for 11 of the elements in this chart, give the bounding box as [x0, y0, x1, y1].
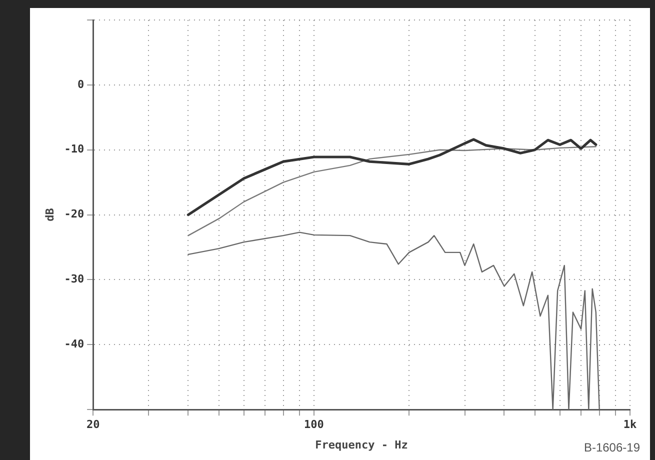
- x-tick-label: 20: [86, 418, 100, 432]
- y-axis-title: dB: [43, 208, 56, 222]
- y-tick-label: 0: [77, 78, 84, 91]
- y-tick-label: -20: [64, 208, 84, 221]
- x-tick-label: 1k: [623, 418, 637, 432]
- y-tick-label: -40: [64, 338, 84, 351]
- y-tick-label: -10: [64, 142, 84, 156]
- x-axis-title: Frequency - Hz: [315, 438, 408, 452]
- x-tick-label: 100: [304, 418, 324, 432]
- y-tick-label: -30: [64, 272, 84, 286]
- text: B-1606-19: [584, 440, 640, 454]
